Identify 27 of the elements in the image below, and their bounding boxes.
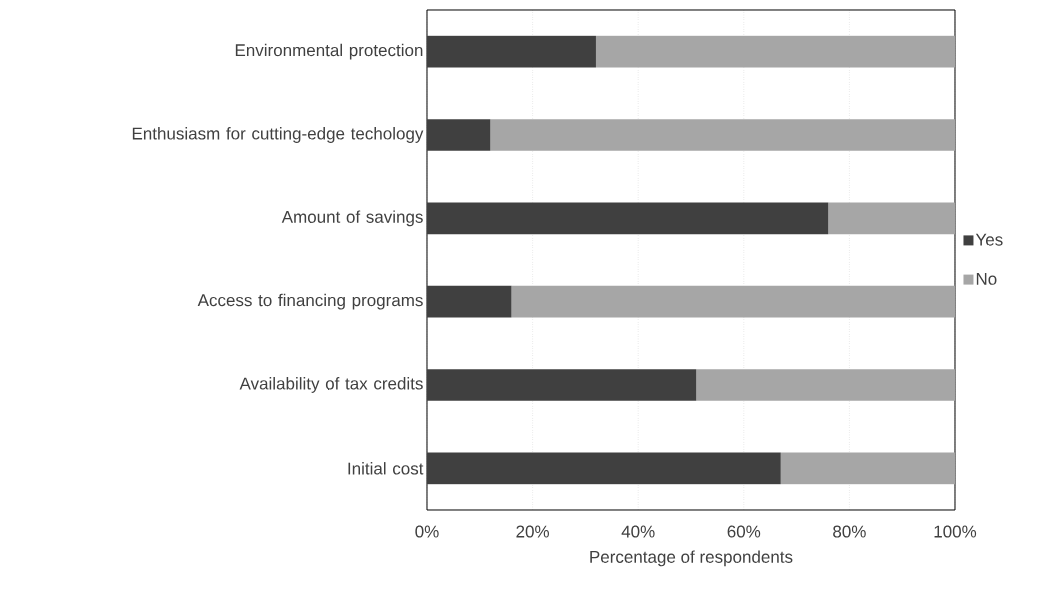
x-axis-title: Percentage of respondents bbox=[590, 550, 793, 567]
bar bbox=[427, 285, 512, 318]
bar bbox=[427, 119, 491, 151]
x-tick-label: 0% bbox=[415, 525, 439, 538]
bar bbox=[427, 202, 829, 235]
legend-label: No bbox=[976, 272, 997, 285]
x-tick-label: 40% bbox=[621, 525, 655, 538]
bar bbox=[511, 285, 955, 318]
bar bbox=[780, 452, 955, 485]
bar bbox=[595, 35, 955, 68]
legend-label: Yes bbox=[975, 233, 1003, 246]
bar bbox=[828, 202, 955, 235]
x-tick-label: 100% bbox=[934, 525, 977, 538]
y-tick-label: Availability of tax credits bbox=[239, 377, 423, 393]
x-tick-label: 80% bbox=[833, 525, 866, 538]
bar bbox=[427, 35, 596, 68]
bar bbox=[427, 452, 781, 485]
x-tick-label: 60% bbox=[727, 525, 761, 538]
y-tick-label: Amount of savings bbox=[281, 210, 423, 227]
bar bbox=[696, 369, 955, 401]
bar bbox=[427, 369, 697, 401]
y-tick-label: Environmental protection bbox=[235, 43, 423, 60]
y-tick-label: Initial cost bbox=[348, 462, 424, 475]
bar bbox=[490, 119, 955, 151]
x-tick-label: 20% bbox=[516, 525, 549, 538]
y-tick-label: Access to financing programs bbox=[197, 293, 423, 310]
y-tick-label: Enthusiasm for cutting-edge techology bbox=[132, 127, 424, 143]
